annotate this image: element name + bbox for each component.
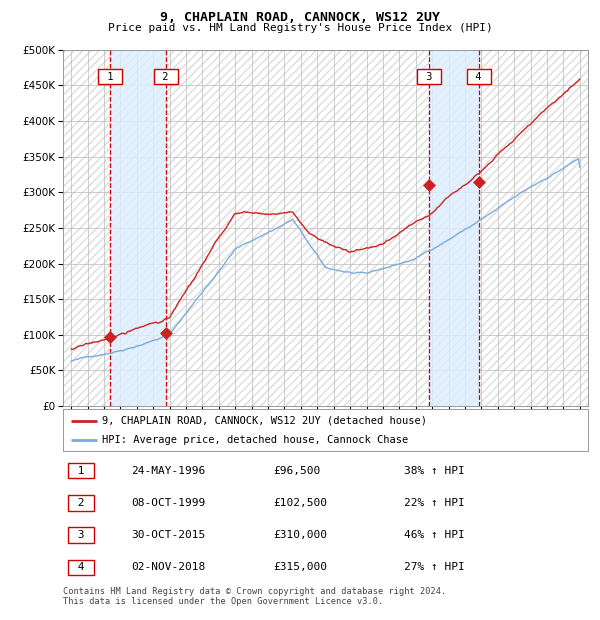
Text: 22% ↑ HPI: 22% ↑ HPI — [404, 498, 465, 508]
Text: 9, CHAPLAIN ROAD, CANNOCK, WS12 2UY: 9, CHAPLAIN ROAD, CANNOCK, WS12 2UY — [160, 11, 440, 24]
Text: 2: 2 — [71, 498, 91, 508]
Text: 38% ↑ HPI: 38% ↑ HPI — [404, 466, 465, 476]
Text: £96,500: £96,500 — [273, 466, 320, 476]
Text: 3: 3 — [71, 530, 91, 540]
Text: 27% ↑ HPI: 27% ↑ HPI — [404, 562, 465, 572]
Text: 1: 1 — [101, 72, 119, 82]
Bar — [430, 50, 479, 406]
Text: 9, CHAPLAIN ROAD, CANNOCK, WS12 2UY (detached house): 9, CHAPLAIN ROAD, CANNOCK, WS12 2UY (det… — [103, 415, 427, 425]
Text: HPI: Average price, detached house, Cannock Chase: HPI: Average price, detached house, Cann… — [103, 435, 409, 445]
Text: 30-OCT-2015: 30-OCT-2015 — [131, 530, 205, 540]
Text: 02-NOV-2018: 02-NOV-2018 — [131, 562, 205, 572]
Text: 46% ↑ HPI: 46% ↑ HPI — [404, 530, 465, 540]
Text: 3: 3 — [420, 72, 439, 82]
Bar — [110, 50, 166, 406]
Text: £102,500: £102,500 — [273, 498, 327, 508]
Text: 4: 4 — [71, 562, 91, 572]
Text: 4: 4 — [469, 72, 488, 82]
Text: £310,000: £310,000 — [273, 530, 327, 540]
Text: Price paid vs. HM Land Registry's House Price Index (HPI): Price paid vs. HM Land Registry's House … — [107, 23, 493, 33]
Text: 1: 1 — [71, 466, 91, 476]
Text: 24-MAY-1996: 24-MAY-1996 — [131, 466, 205, 476]
Text: Contains HM Land Registry data © Crown copyright and database right 2024.
This d: Contains HM Land Registry data © Crown c… — [63, 587, 446, 606]
Text: 2: 2 — [157, 72, 175, 82]
Text: 08-OCT-1999: 08-OCT-1999 — [131, 498, 205, 508]
Text: £315,000: £315,000 — [273, 562, 327, 572]
